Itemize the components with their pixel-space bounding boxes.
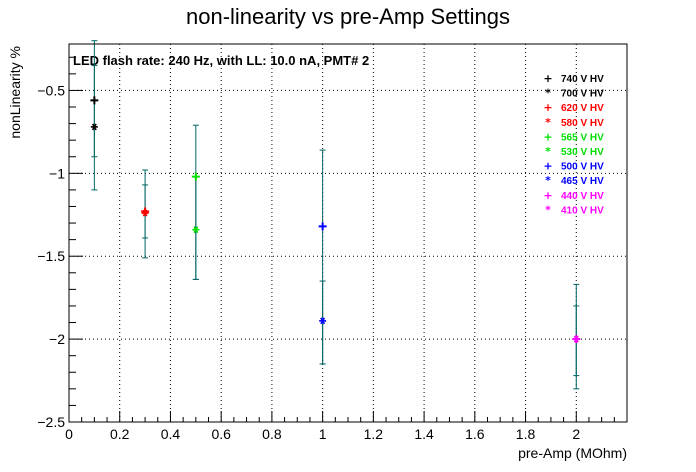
data-point — [318, 222, 327, 231]
x-axis-title: pre-Amp (MOhm) — [518, 445, 627, 461]
x-tick-label: 0.8 — [262, 426, 282, 442]
star-marker-stroke — [91, 123, 97, 131]
legend-entry-label: 565 V HV — [561, 132, 604, 143]
y-tick-label: −2 — [49, 331, 65, 347]
legend-entry-label: 740 V HV — [561, 74, 604, 85]
x-tick-label: 1 — [319, 426, 327, 442]
data-point — [141, 209, 149, 217]
star-marker-stroke — [320, 317, 326, 325]
y-tick-label: −2.5 — [37, 414, 65, 430]
legend-marker: * — [545, 116, 551, 129]
x-tick-label: 0.6 — [211, 426, 231, 442]
x-tick-label: 1.6 — [465, 426, 485, 442]
point-layer — [90, 96, 581, 344]
star-marker-stroke — [142, 209, 148, 217]
legend-entry-label: 700 V HV — [561, 89, 604, 100]
data-point — [90, 123, 98, 131]
legend-marker: + — [543, 72, 552, 85]
star-marker-stroke — [193, 226, 199, 234]
legend-entry-label: 530 V HV — [561, 147, 604, 158]
axis-layer: 0 0.2 0.4 0.6 0.8 1 1.2 1.4 1.6 1.8 2 −2.5 −2 −1.5 −1 −… — [37, 43, 628, 442]
x-tick-label: 0.4 — [161, 426, 181, 442]
legend-marker: * — [545, 203, 551, 216]
y-tick-label: −1.5 — [37, 248, 65, 264]
legend-entry-label: 440 V HV — [561, 191, 604, 202]
data-point — [90, 96, 99, 105]
legend-marker: + — [543, 130, 552, 143]
x-tick-label: 0.2 — [110, 426, 130, 442]
legend-entry-label: 500 V HV — [561, 162, 604, 173]
error-bar-layer — [91, 40, 580, 390]
legend-marker: + — [543, 101, 552, 114]
x-tick-label: 0 — [65, 426, 73, 442]
x-tick-label: 2 — [572, 426, 580, 442]
legend-marker: * — [545, 87, 551, 100]
y-tick-label: −0.5 — [37, 82, 65, 98]
y-tick-label: −1 — [49, 165, 65, 181]
data-point — [192, 226, 200, 234]
legend: +740 V HV * 700 V HV + 620 V HV * 580 V HV + 565… — [543, 72, 604, 216]
data-point — [572, 335, 580, 343]
grid-layer — [69, 44, 627, 422]
legend-marker: + — [543, 189, 552, 202]
star-marker-stroke — [573, 335, 579, 343]
data-point — [319, 317, 327, 325]
data-point — [191, 172, 200, 181]
legend-entry-label: 410 V HV — [561, 205, 604, 216]
legend-entry-label: 620 V HV — [561, 103, 604, 114]
x-tick-label: 1.4 — [414, 426, 434, 442]
legend-entry-label: 465 V HV — [561, 176, 604, 187]
legend-entry-label: 580 V HV — [561, 118, 604, 129]
legend-marker: * — [545, 174, 551, 187]
legend-marker: * — [545, 145, 551, 158]
x-tick-label: 1.8 — [516, 426, 536, 442]
legend-marker: + — [543, 160, 552, 173]
x-tick-label: 1.2 — [364, 426, 384, 442]
chart-title: non-linearity vs pre-Amp Settings — [186, 4, 510, 29]
y-axis-title: nonLinearity % — [7, 46, 23, 139]
